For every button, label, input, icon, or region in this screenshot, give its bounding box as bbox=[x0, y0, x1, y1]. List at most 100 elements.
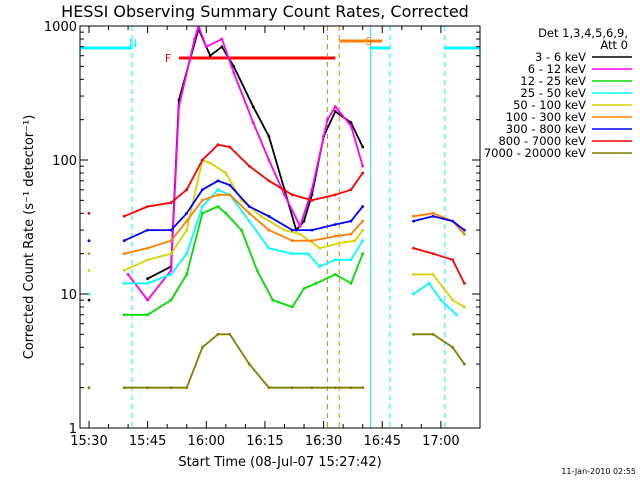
data-point bbox=[185, 188, 189, 192]
data-point bbox=[290, 228, 294, 232]
data-point bbox=[310, 188, 314, 192]
data-point bbox=[412, 214, 415, 218]
legend-entry-label: 50 - 100 keV bbox=[513, 98, 586, 112]
data-point bbox=[251, 121, 255, 124]
data-point bbox=[318, 246, 322, 250]
data-point bbox=[193, 37, 197, 41]
data-point bbox=[412, 292, 415, 296]
data-point bbox=[169, 273, 173, 276]
data-point bbox=[302, 287, 306, 290]
data-point bbox=[216, 332, 220, 336]
data-point bbox=[169, 386, 173, 390]
data-point bbox=[298, 224, 302, 228]
y-tick-label: 10 bbox=[60, 288, 77, 303]
data-point bbox=[337, 241, 341, 245]
data-point bbox=[310, 198, 314, 202]
series-layer bbox=[87, 26, 466, 390]
data-point bbox=[463, 228, 466, 232]
series-line bbox=[124, 205, 364, 316]
data-point bbox=[361, 219, 365, 223]
x-tick-label: 16:45 bbox=[364, 434, 401, 449]
chart-title: HESSI Observing Summary Count Rates, Cor… bbox=[61, 2, 469, 21]
data-point bbox=[463, 305, 466, 309]
y-tick-label: 100 bbox=[52, 154, 77, 169]
data-point bbox=[431, 273, 435, 276]
y-axis-label: Corrected Count Rate (s⁻¹ detector⁻¹) bbox=[22, 115, 37, 360]
data-point bbox=[349, 124, 353, 128]
data-point bbox=[326, 118, 329, 122]
data-point bbox=[169, 228, 173, 232]
data-point bbox=[267, 228, 271, 232]
data-point bbox=[412, 246, 415, 250]
data-point bbox=[185, 386, 189, 390]
data-point bbox=[361, 239, 365, 243]
data-point bbox=[361, 228, 365, 232]
data-point bbox=[122, 252, 126, 256]
data-point bbox=[353, 239, 357, 243]
data-point bbox=[439, 298, 443, 302]
data-point bbox=[185, 228, 189, 232]
data-point bbox=[283, 193, 286, 197]
data-point bbox=[310, 239, 314, 243]
data-point bbox=[412, 219, 415, 223]
data-point bbox=[431, 332, 435, 336]
x-tick-label: 15:45 bbox=[129, 434, 166, 449]
data-point bbox=[333, 105, 337, 109]
data-point bbox=[216, 179, 220, 183]
legend-entry-label: 300 - 800 keV bbox=[506, 122, 586, 136]
data-point bbox=[201, 198, 204, 202]
data-point bbox=[314, 282, 318, 285]
data-point bbox=[361, 205, 365, 208]
data-point bbox=[201, 158, 204, 162]
legend-header-line-1: Det 1,3,4,5,6,9, bbox=[538, 26, 628, 40]
series-line bbox=[412, 282, 458, 316]
data-point bbox=[431, 252, 435, 256]
data-point bbox=[216, 188, 220, 192]
data-point bbox=[146, 386, 150, 390]
series-line bbox=[123, 159, 364, 272]
data-point bbox=[333, 193, 337, 197]
data-point bbox=[349, 386, 353, 390]
data-point bbox=[451, 258, 454, 262]
data-point bbox=[361, 164, 365, 168]
data-point bbox=[310, 386, 314, 390]
series-line bbox=[124, 333, 363, 389]
data-point bbox=[271, 298, 275, 302]
data-point bbox=[146, 282, 150, 285]
data-point bbox=[228, 183, 232, 187]
data-point bbox=[361, 252, 365, 256]
data-point bbox=[169, 239, 173, 243]
x-tick-label: 16:00 bbox=[188, 434, 225, 449]
data-point bbox=[146, 298, 150, 302]
legend-header-line-2: Att 0 bbox=[600, 38, 628, 52]
data-point bbox=[122, 214, 126, 218]
data-point bbox=[290, 386, 294, 390]
data-point bbox=[126, 273, 130, 276]
data-point bbox=[169, 298, 173, 302]
series-line bbox=[413, 212, 466, 235]
data-point bbox=[298, 232, 302, 236]
data-point bbox=[224, 211, 228, 215]
data-point bbox=[146, 205, 150, 208]
data-point bbox=[463, 232, 466, 236]
series-line bbox=[123, 193, 364, 255]
data-point bbox=[87, 298, 91, 302]
data-point bbox=[204, 45, 208, 49]
data-point bbox=[232, 64, 236, 68]
data-point bbox=[451, 219, 454, 223]
data-point bbox=[463, 282, 466, 285]
data-point bbox=[302, 219, 306, 223]
data-point bbox=[455, 313, 458, 317]
data-point bbox=[169, 269, 173, 272]
data-point bbox=[228, 332, 232, 336]
data-point bbox=[247, 164, 251, 168]
data-point bbox=[87, 252, 91, 256]
data-point bbox=[228, 145, 232, 149]
x-axis: 15:30 15:45 16:00 16:15 16:30 16:45 17:00 bbox=[70, 26, 460, 449]
data-point bbox=[310, 228, 314, 232]
x-axis-label: Start Time (08-Jul-07 15:27:42) bbox=[178, 455, 381, 470]
data-point bbox=[201, 211, 204, 215]
data-point bbox=[333, 234, 337, 238]
data-point bbox=[267, 214, 271, 218]
